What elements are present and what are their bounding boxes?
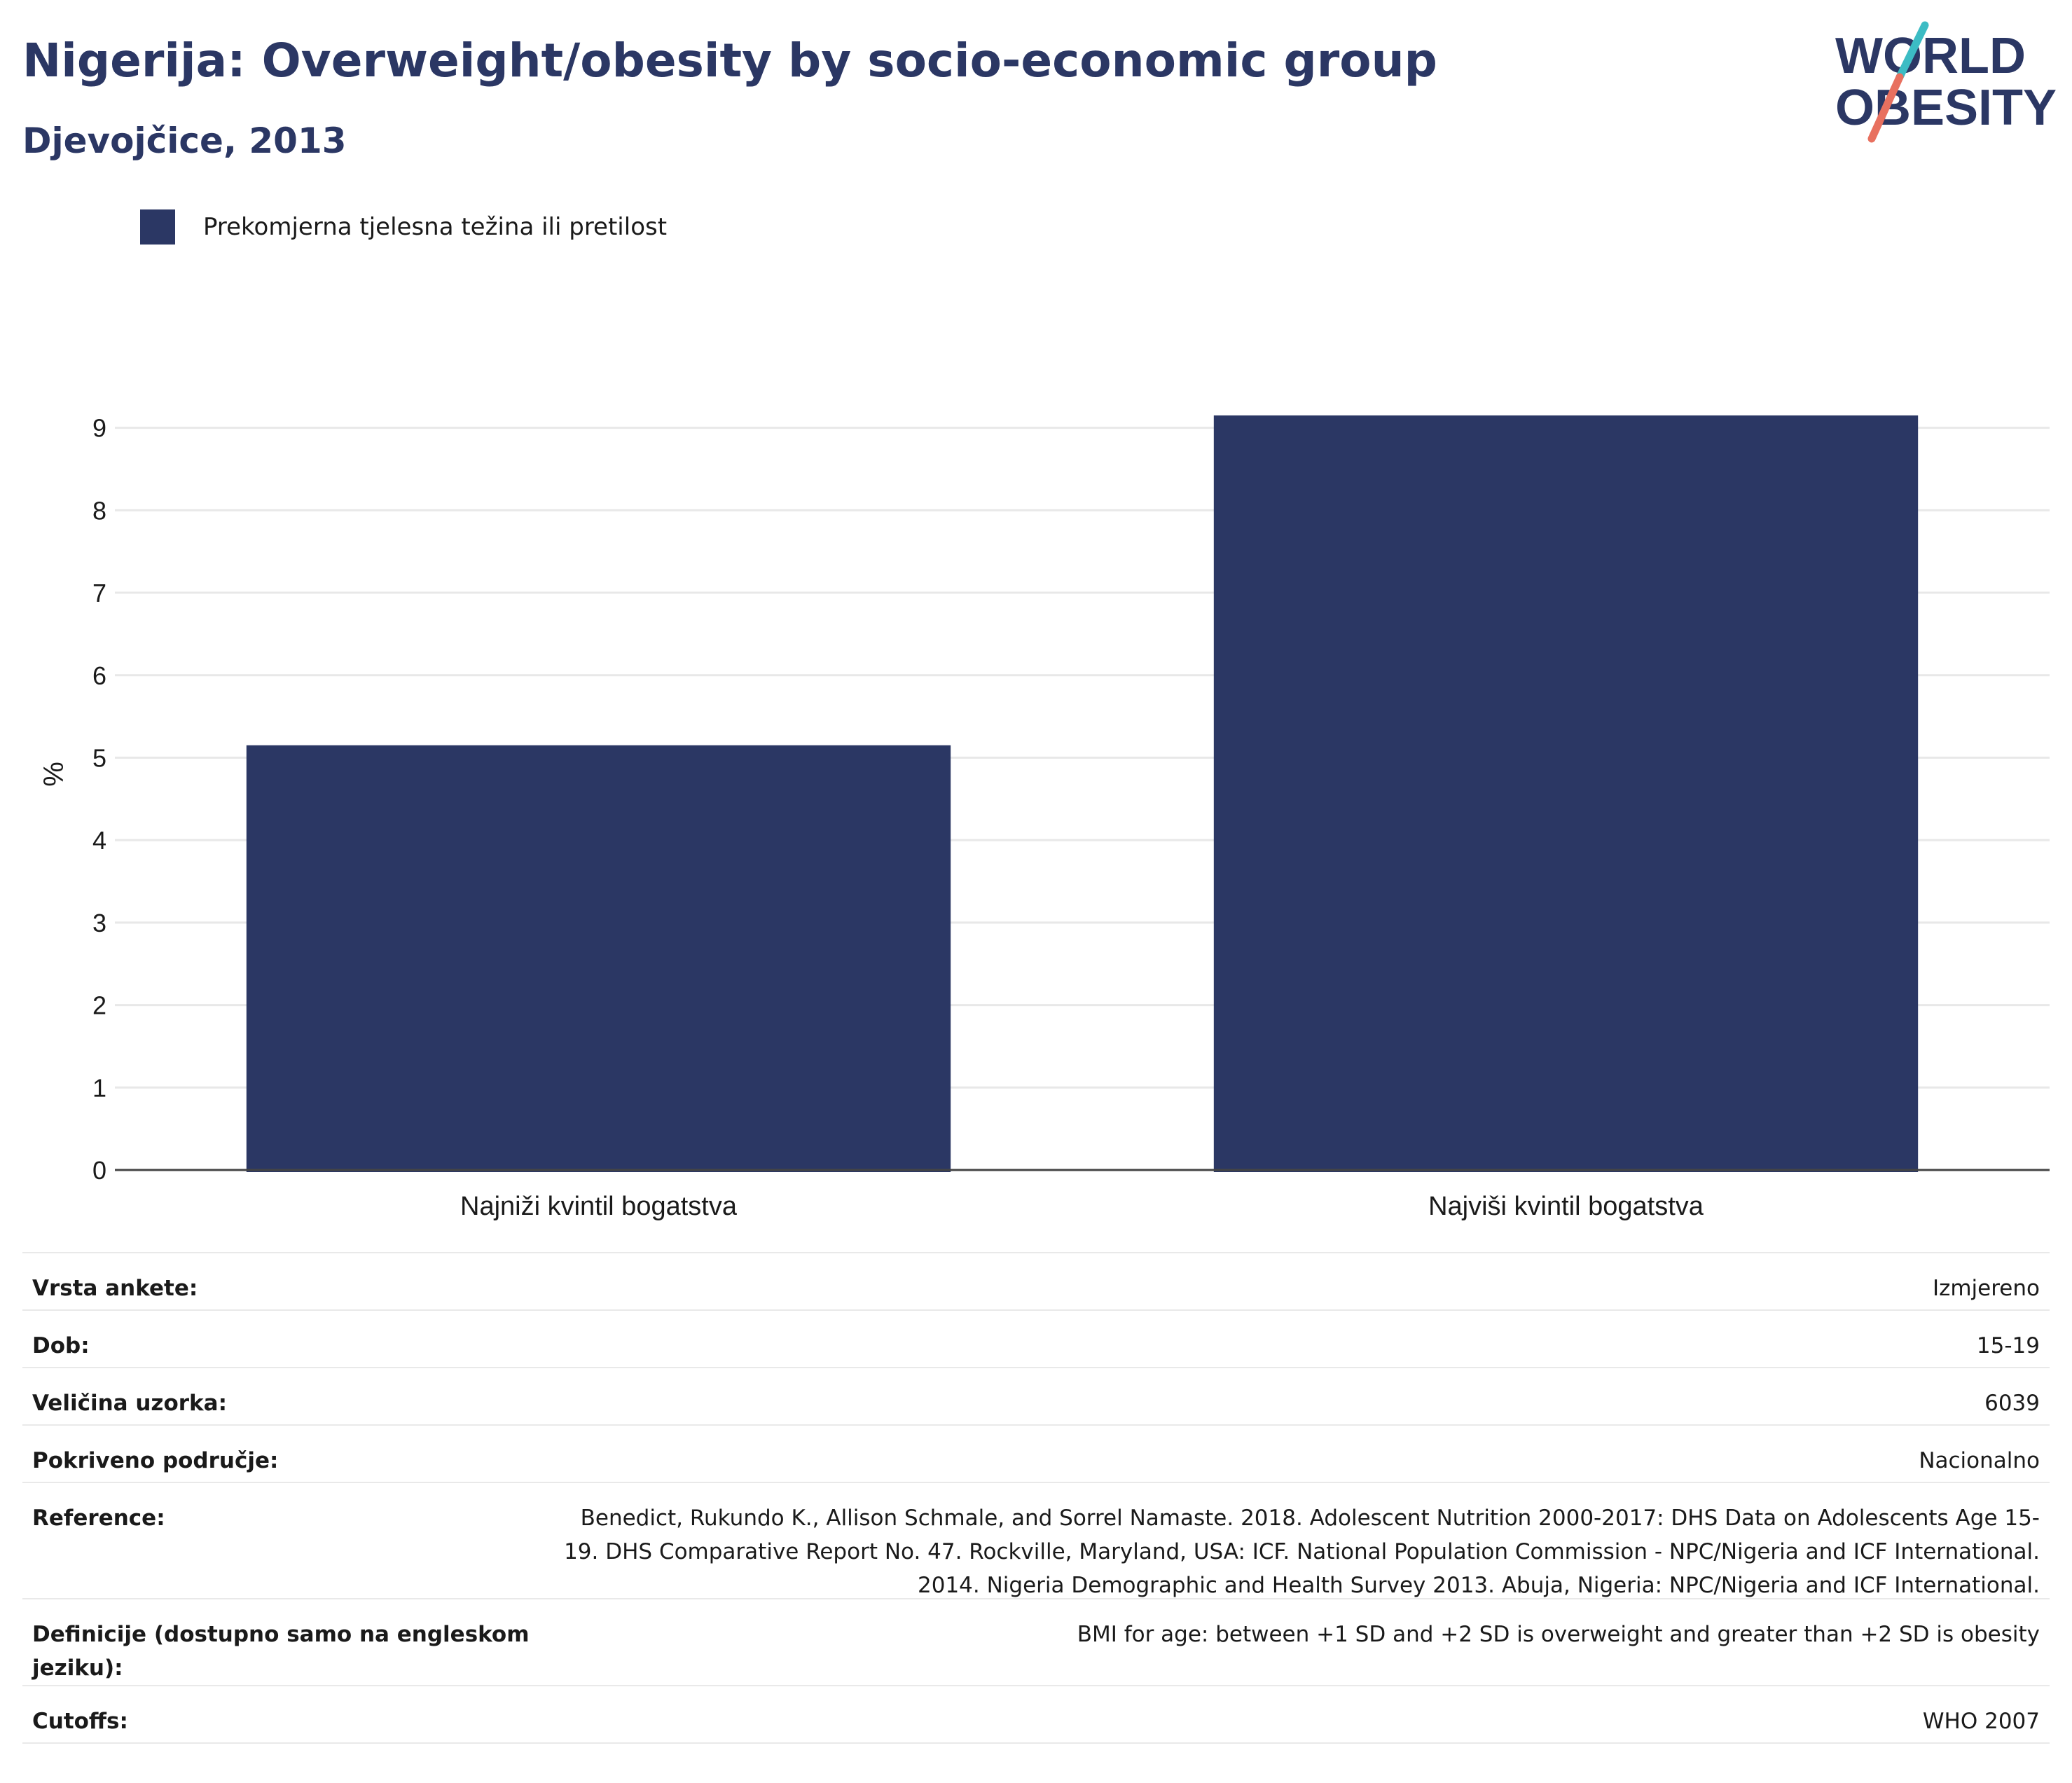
meta-value: WHO 2007 bbox=[1922, 1709, 2040, 1734]
bar[interactable] bbox=[246, 745, 951, 1172]
y-tick-label: 7 bbox=[92, 579, 106, 607]
meta-value: 6039 bbox=[1984, 1391, 2040, 1416]
y-tick-label: 6 bbox=[92, 661, 106, 690]
meta-label: Cutoffs: bbox=[32, 1709, 128, 1734]
meta-value: 15-19 bbox=[1976, 1333, 2040, 1358]
meta-label: Pokriveno područje: bbox=[32, 1448, 279, 1473]
y-tick-label: 1 bbox=[92, 1073, 106, 1102]
logo-line-2: OBESITY bbox=[1835, 80, 2057, 136]
legend-label: Prekomjerna tjelesna težina ili pretilos… bbox=[203, 213, 668, 241]
logo-slash-coral bbox=[1867, 73, 1904, 143]
y-tick-label: 5 bbox=[92, 743, 106, 772]
world-obesity-logo: WORLD OBESITY bbox=[1835, 21, 2057, 143]
meta-value: Izmjereno bbox=[1932, 1276, 2040, 1301]
legend-swatch bbox=[140, 209, 175, 245]
y-tick-label: 2 bbox=[92, 991, 106, 1020]
bar[interactable] bbox=[1213, 415, 1919, 1172]
y-tick-label: 8 bbox=[92, 496, 106, 525]
y-axis-label: % bbox=[37, 762, 68, 787]
y-tick-label: 3 bbox=[92, 909, 106, 937]
y-tick-label: 0 bbox=[92, 1156, 106, 1185]
meta-label: Definicije (dostupno samo na engleskom j… bbox=[32, 1622, 530, 1681]
meta-value: Benedict, Rukundo K., Allison Schmale, a… bbox=[564, 1506, 2040, 1598]
bars bbox=[246, 415, 1919, 1172]
legend: Prekomjerna tjelesna težina ili pretilos… bbox=[140, 207, 667, 247]
meta-row: Cutoffs: WHO 2007 bbox=[22, 1685, 2050, 1744]
meta-label: Veličina uzorka: bbox=[32, 1391, 227, 1416]
x-tick-label: Najviši kvintil bogatstva bbox=[1428, 1192, 1704, 1221]
meta-value: Nacionalno bbox=[1919, 1448, 2040, 1473]
logo-slash-teal bbox=[1895, 21, 1929, 81]
meta-row: Reference: Benedict, Rukundo K., Allison … bbox=[22, 1482, 2050, 1598]
meta-row: Definicije (dostupno samo na engleskom j… bbox=[22, 1598, 2050, 1685]
bar-chart: 0 1 2 3 4 5 6 7 8 9 Najniži kvintil bogatstva Najv… bbox=[37, 414, 2050, 1221]
y-tick-labels: 0 1 2 3 4 5 6 7 8 9 bbox=[92, 414, 106, 1185]
chart-subtitle: Djevojčice, 2013 bbox=[22, 121, 347, 161]
y-tick-label: 9 bbox=[92, 414, 106, 443]
x-tick-label: Najniži kvintil bogatstva bbox=[460, 1192, 738, 1221]
meta-label: Vrsta ankete: bbox=[32, 1276, 198, 1301]
x-tick-labels: Najniži kvintil bogatstva Najviši kvintil… bbox=[460, 1192, 1704, 1221]
y-tick-label: 4 bbox=[92, 826, 106, 855]
meta-row: Pokriveno područje: Nacionalno bbox=[22, 1424, 2050, 1482]
meta-value: BMI for age: between +1 SD and +2 SD is … bbox=[1077, 1622, 2040, 1647]
meta-row: Veličina uzorka: 6039 bbox=[22, 1367, 2050, 1424]
survey-metadata-table: Vrsta ankete: Izmjereno Dob: 15-19 Veličina … bbox=[22, 1252, 2050, 1744]
meta-row: Vrsta ankete: Izmjereno bbox=[22, 1252, 2050, 1309]
chart-title: Nigerija: Overweight/obesity by socio-ec… bbox=[22, 34, 1437, 88]
meta-row: Dob: 15-19 bbox=[22, 1309, 2050, 1367]
meta-label: Dob: bbox=[32, 1333, 90, 1358]
logo-line-1: WORLD bbox=[1835, 28, 2026, 84]
meta-label: Reference: bbox=[32, 1506, 165, 1531]
